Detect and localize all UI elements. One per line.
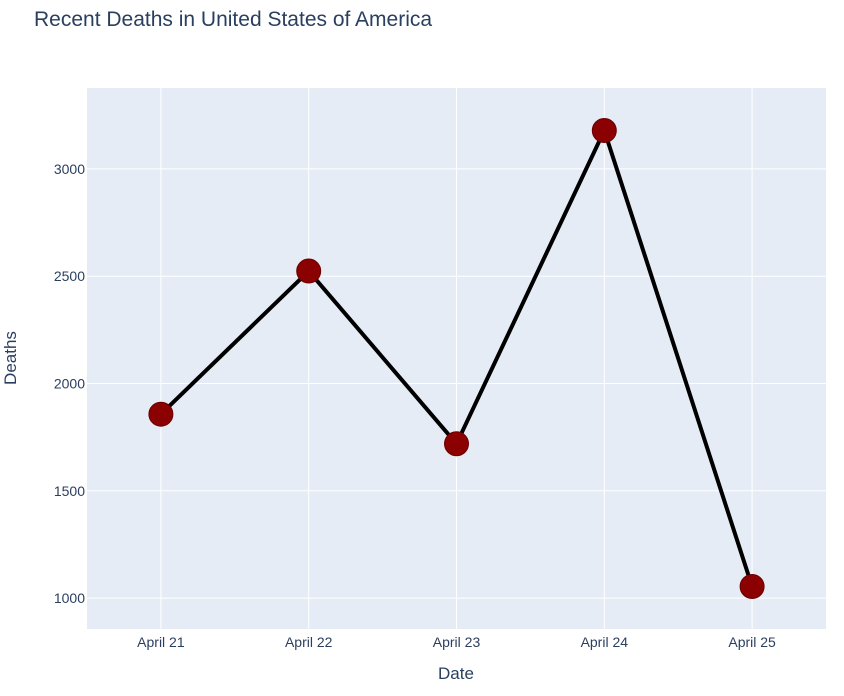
gridlines [87, 88, 826, 629]
y-tick-label: 2500 [54, 268, 85, 284]
chart-title: Recent Deaths in United States of Americ… [34, 8, 432, 31]
y-tick-label: 2000 [54, 376, 85, 392]
x-tick-label: April 22 [285, 634, 333, 650]
x-tick-label: April 25 [728, 634, 776, 650]
x-tick-label: April 23 [433, 634, 481, 650]
data-point-marker [444, 431, 469, 457]
y-tick-label: 3000 [54, 161, 85, 177]
y-axis-title: Deaths [1, 331, 20, 385]
x-axis-title: Date [438, 664, 474, 683]
data-point-marker [591, 117, 617, 143]
x-axis-ticks: April 21 April 22 April 23 April 24 April 25 [137, 634, 776, 650]
x-tick-label: April 21 [137, 634, 185, 650]
data-point-marker [296, 258, 322, 284]
data-point-marker [739, 574, 765, 600]
data-point-marker [148, 401, 174, 427]
y-tick-label: 1500 [54, 483, 85, 499]
data-markers [148, 117, 765, 600]
x-tick-label: April 24 [581, 634, 629, 650]
y-axis-ticks: 1000 1500 2000 2500 3000 [54, 161, 85, 606]
y-tick-label: 1000 [54, 590, 85, 606]
